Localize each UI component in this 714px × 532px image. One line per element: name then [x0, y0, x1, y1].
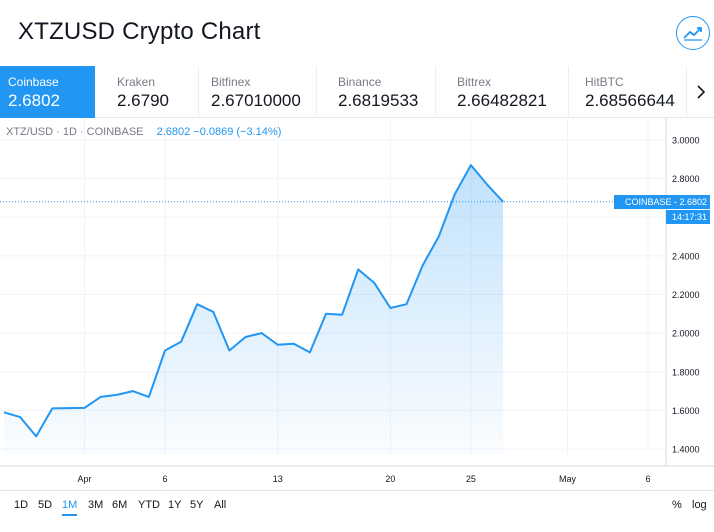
line-chart-icon	[683, 27, 702, 41]
y-tick-label: 2.2000	[672, 290, 700, 300]
exchange-name: Bittrex	[457, 75, 492, 89]
x-tick-label: 13	[273, 474, 283, 484]
exchange-name: HitBTC	[585, 75, 624, 89]
tab-bittrex[interactable]: Bittrex 2.66482821	[449, 66, 569, 118]
y-tick-label: 2.4000	[672, 251, 700, 261]
range-6m[interactable]: 6M	[112, 499, 128, 511]
exchange-name: Bitfinex	[211, 75, 251, 89]
range-toolbar: 1D 5D 1M 3M 6M YTD 1Y 5Y All % log	[0, 490, 714, 532]
exchange-price: 2.67010000	[211, 91, 301, 110]
x-tick-label: Apr	[77, 474, 91, 484]
range-3m[interactable]: 3M	[88, 499, 104, 511]
tab-bitfinex[interactable]: Bitfinex 2.67010000	[203, 66, 317, 118]
percent-toggle[interactable]: %	[672, 499, 682, 511]
page-title: XTZUSD Crypto Chart	[18, 18, 261, 45]
exchange-name: Coinbase	[8, 75, 59, 89]
x-tick-label: 6	[645, 474, 650, 484]
tab-kraken[interactable]: Kraken 2.6790	[109, 66, 199, 118]
exchange-name: Kraken	[117, 75, 156, 89]
price-line	[3, 164, 504, 438]
last-price-label: COINBASE - 2.6802	[614, 195, 710, 209]
range-5y[interactable]: 5Y	[190, 499, 204, 511]
countdown-label: 14:17:31	[666, 210, 710, 224]
exchange-price: 2.6819533	[338, 91, 419, 110]
x-tick-label: 20	[385, 474, 395, 484]
y-tick-label: 1.4000	[672, 445, 700, 455]
tab-hitbtc[interactable]: HitBTC 2.68566644	[577, 66, 687, 118]
exchange-price: 2.68566644	[585, 91, 675, 110]
range-1d[interactable]: 1D	[14, 499, 29, 511]
chevron-right-icon	[697, 85, 706, 99]
x-tick-label: May	[559, 474, 577, 484]
range-all[interactable]: All	[214, 499, 227, 511]
range-1y[interactable]: 1Y	[168, 499, 182, 511]
exchange-price: 2.66482821	[457, 91, 547, 110]
exchange-tabs: Coinbase 2.6802 Kraken 2.6790 Bitfinex 2…	[0, 66, 714, 118]
chart-legend: XTZ/USD · 1D · COINBASE 2.6802 −0.0869 (…	[6, 126, 281, 138]
x-tick-label: 6	[162, 474, 167, 484]
exchange-price: 2.6790	[117, 91, 169, 110]
y-tick-label: 3.0000	[672, 136, 700, 146]
price-chart[interactable]: 3.00002.80002.60002.40002.20002.00001.80…	[0, 118, 714, 490]
range-ytd[interactable]: YTD	[138, 499, 160, 511]
legend-symbol: XTZ/USD · 1D · COINBASE	[6, 126, 144, 138]
exchange-name: Binance	[338, 75, 382, 89]
price-area	[4, 165, 504, 454]
exchange-price: 2.6802	[8, 91, 60, 110]
x-tick-label: 25	[466, 474, 476, 484]
y-tick-label: 2.8000	[672, 174, 700, 184]
legend-values: 2.6802 −0.0869 (−3.14%)	[156, 126, 282, 138]
tab-coinbase[interactable]: Coinbase 2.6802	[0, 66, 95, 118]
chart-settings-button[interactable]	[676, 16, 710, 50]
header: XTZUSD Crypto Chart	[0, 0, 714, 64]
range-1m[interactable]: 1M	[62, 499, 78, 516]
y-tick-label: 1.6000	[672, 406, 700, 416]
range-5d[interactable]: 5D	[38, 499, 53, 511]
tabs-next-button[interactable]	[688, 66, 714, 118]
y-tick-label: 2.0000	[672, 329, 700, 339]
log-toggle[interactable]: log	[692, 499, 707, 511]
y-tick-label: 1.8000	[672, 367, 700, 377]
tab-binance[interactable]: Binance 2.6819533	[330, 66, 436, 118]
chart-canvas: 3.00002.80002.60002.40002.20002.00001.80…	[0, 118, 714, 484]
